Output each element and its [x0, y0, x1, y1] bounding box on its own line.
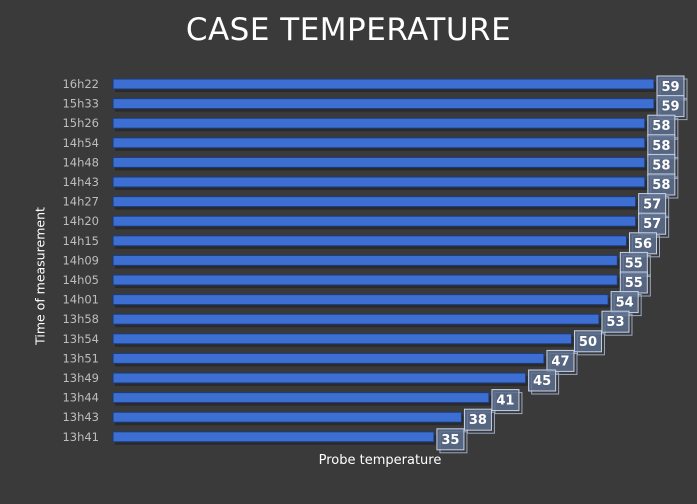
y-tick-label: 14h09: [62, 253, 99, 267]
data-label: 54: [616, 296, 634, 311]
y-tick-label: 14h15: [62, 234, 99, 248]
data-label: 38: [469, 413, 487, 428]
data-label-box: [436, 428, 465, 451]
y-tick-label: 13h43: [62, 410, 99, 424]
bar-14h48: [112, 156, 646, 168]
y-tick-label: 14h20: [62, 214, 99, 228]
bar-13h58: [112, 313, 600, 325]
data-label: 35: [441, 433, 459, 448]
y-tick-label: 13h44: [62, 391, 99, 405]
data-label: 56: [634, 237, 652, 252]
data-label: 58: [652, 139, 670, 154]
bar-13h54: [112, 333, 572, 345]
data-label: 45: [533, 374, 551, 389]
bar-13h43: [112, 411, 462, 423]
data-label: 59: [661, 80, 679, 95]
bar-13h49: [112, 372, 527, 384]
y-tick-label: 13h51: [62, 351, 99, 365]
data-label-box: [528, 369, 557, 392]
bar-15h26: [112, 117, 646, 129]
bar-14h54: [112, 137, 646, 149]
y-tick-label: 13h49: [62, 371, 99, 385]
data-label: 55: [625, 256, 643, 271]
y-tick-label: 13h58: [62, 312, 99, 326]
bar-14h15: [112, 235, 627, 247]
bar-14h20: [112, 215, 637, 227]
y-tick-label: 13h41: [62, 430, 99, 444]
data-label: 41: [496, 394, 514, 409]
data-label: 57: [643, 198, 661, 213]
data-label: 58: [652, 158, 670, 173]
y-tick-label: 13h54: [62, 332, 99, 346]
bar-15h33: [112, 98, 655, 110]
bar-14h43: [112, 176, 646, 188]
data-label: 58: [652, 178, 670, 193]
y-tick-label: 14h48: [62, 155, 99, 169]
data-label-box: [463, 408, 492, 431]
data-label: 47: [551, 354, 569, 369]
y-tick-label: 14h01: [62, 293, 99, 307]
y-tick-label: 14h43: [62, 175, 99, 189]
y-tick-label: 14h05: [62, 273, 99, 287]
x-axis-label: Probe temperature: [318, 453, 442, 468]
data-label-box: [491, 389, 520, 412]
data-label: 55: [625, 276, 643, 291]
y-tick-label: 16h22: [62, 77, 99, 91]
y-tick-label: 14h54: [62, 136, 99, 150]
data-label: 53: [606, 315, 624, 330]
bar-14h01: [112, 294, 609, 306]
bar-14h09: [112, 254, 618, 266]
bar-14h27: [112, 196, 637, 208]
y-tick-label: 15h26: [62, 116, 99, 130]
bar-13h41: [112, 431, 435, 443]
data-label: 57: [643, 217, 661, 232]
bar-16h22: [112, 78, 655, 90]
y-tick-label: 15h33: [62, 97, 99, 111]
data-label: 59: [661, 100, 679, 115]
data-label-box: [573, 330, 602, 353]
bar-14h05: [112, 274, 618, 286]
chart-title: CASE TEMPERATURE: [185, 12, 512, 48]
data-label-box: [601, 310, 630, 333]
bar-13h51: [112, 352, 545, 364]
data-label: 58: [652, 119, 670, 134]
data-label-box: [546, 349, 575, 372]
y-tick-label: 14h27: [62, 195, 99, 209]
data-label: 50: [579, 335, 597, 350]
bar-13h44: [112, 392, 490, 404]
